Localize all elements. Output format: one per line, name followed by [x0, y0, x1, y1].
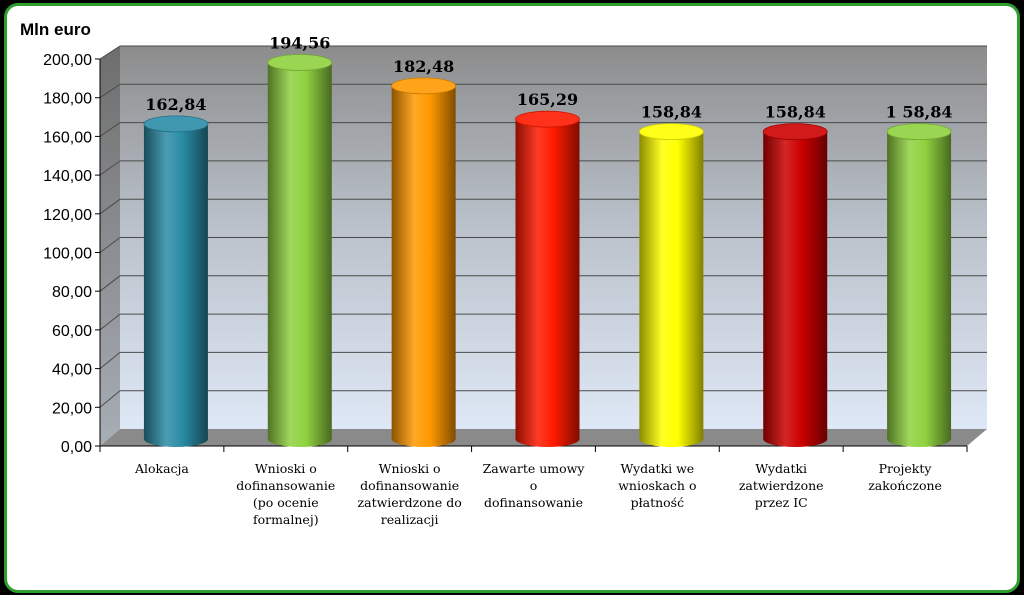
plot-side-wall [100, 46, 120, 446]
y-tick-label: 80,00 [52, 284, 92, 301]
gridline-side [99, 160, 121, 176]
gridline-side [99, 390, 121, 408]
gridline-side [99, 275, 121, 292]
data-label: 182,48 [393, 57, 454, 76]
gridline-side [99, 83, 121, 99]
bar-top [638, 123, 704, 141]
bar-body [515, 119, 580, 447]
bar-body [391, 85, 456, 448]
x-tick-label: Wydatki we wnioskach o płatność [618, 461, 697, 510]
bar-top [886, 123, 952, 141]
chart-frame: Mln euro 0,00 20,00 40,00 60,00 80,00 100,00 1… [4, 3, 1020, 593]
bar-top [515, 110, 580, 128]
x-tick-label: Zawarte umowy o dofinansowanie [482, 461, 585, 510]
bar-body [143, 123, 208, 447]
data-label: 194,56 [269, 34, 330, 53]
data-label: 162,84 [145, 95, 206, 114]
bar-top [762, 123, 828, 141]
y-tick-label: 120,00 [43, 207, 92, 224]
x-tick-label: Wydatki zatwierdzone przez IC [738, 461, 824, 510]
gridline-side [99, 45, 121, 60]
y-tick-label: 140,00 [43, 168, 92, 185]
bar-7 [886, 123, 952, 447]
gridline-side [99, 237, 121, 253]
x-tick-label: Projekty zakończone [868, 461, 942, 493]
y-tick-label: 40,00 [52, 362, 92, 379]
gridline-side [99, 122, 121, 137]
data-label: 158,84 [765, 103, 826, 122]
y-tick-label: 180,00 [43, 91, 92, 108]
x-tick-label: Wnioski o dofinansowanie (po ocenie form… [236, 461, 336, 527]
x-tick-label: Alokacja [134, 461, 189, 476]
data-label: 158,84 [641, 103, 702, 122]
gridline-side [99, 313, 121, 331]
bar-body [763, 131, 828, 447]
y-tick-label: 200,00 [43, 52, 92, 69]
bar-6 [762, 123, 828, 447]
bar-body [639, 131, 704, 447]
bar-4 [515, 110, 580, 447]
bar-body [887, 131, 952, 447]
data-label: 1 58,84 [886, 103, 953, 122]
data-label: 165,29 [517, 90, 578, 109]
y-tick-label: 20,00 [52, 400, 92, 417]
gridline-side [99, 352, 121, 369]
bar-top [267, 54, 333, 71]
y-tick-label: 100,00 [43, 246, 92, 263]
bar-3 [391, 77, 457, 448]
bar-5 [638, 123, 704, 447]
y-axis-unit-label: Mln euro [20, 20, 91, 39]
bar-top [143, 115, 209, 133]
chart-svg: 0,00 20,00 40,00 60,00 80,00 100,00 120,00 140,… [43, 34, 987, 456]
y-tick-label: 60,00 [52, 323, 92, 340]
x-tick-label: Wnioski o dofinansowanie zatwierdzone do… [357, 461, 462, 527]
bar-2 [267, 54, 333, 448]
y-tick-label: 160,00 [43, 129, 92, 146]
bar-body [267, 62, 332, 448]
bar-1 [143, 115, 209, 447]
y-tick-label: 0,00 [61, 439, 92, 456]
gridline-side [99, 198, 121, 215]
bar-top [391, 77, 457, 95]
